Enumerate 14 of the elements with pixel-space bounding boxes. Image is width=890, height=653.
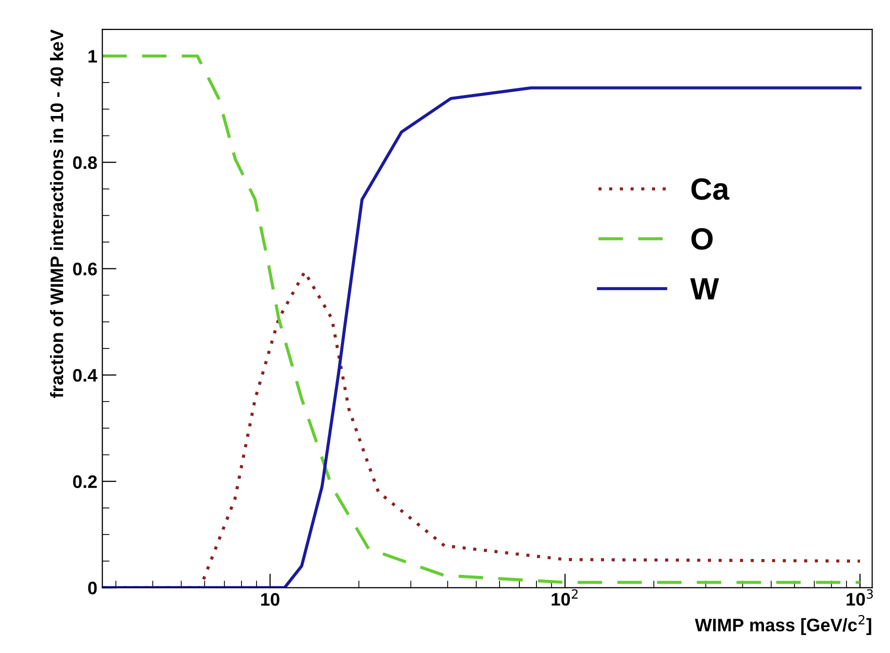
y-tick-label: 0.4 [73, 368, 98, 382]
legend-label: W [690, 278, 719, 300]
y-tick-label: 0.2 [73, 475, 97, 488]
legend-label: O [691, 228, 713, 250]
x-tick-label: 10 [261, 593, 280, 606]
x-tick-label: 10$^{3}$ [846, 589, 873, 606]
y-tick-label: 0.8 [73, 156, 97, 170]
y-axis-title: fraction of WIMP interactions in 10 - 40 keV [50, 29, 64, 398]
x-axis-title: WIMP mass [GeV/c$^{2}$] [694, 614, 872, 635]
y-tick-label: 0 [88, 582, 97, 594]
x-tick-label: 10$^{2}$ [552, 589, 578, 606]
y-tick-label: 1 [88, 50, 97, 63]
y-tick-label: 0.6 [73, 262, 97, 276]
legend-label: Ca [691, 178, 730, 200]
